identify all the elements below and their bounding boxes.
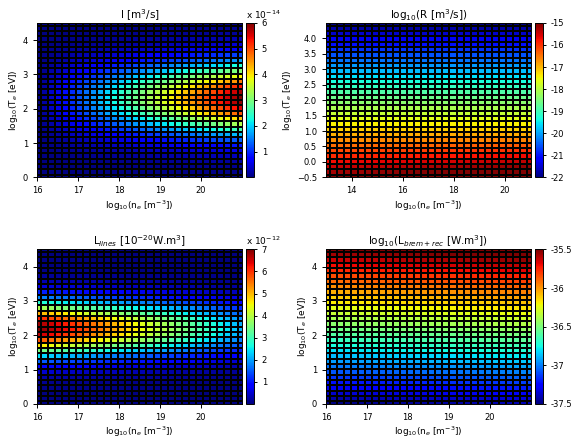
X-axis label: log$_{10}$(n$_e$ [m$^{-3}$]): log$_{10}$(n$_e$ [m$^{-3}$]) (105, 425, 173, 439)
Y-axis label: log$_{10}$(T$_e$ [eV]): log$_{10}$(T$_e$ [eV]) (296, 296, 309, 357)
Y-axis label: log$_{10}$(T$_e$ [eV]): log$_{10}$(T$_e$ [eV]) (281, 69, 294, 131)
Y-axis label: log$_{10}$(T$_e$ [eV]): log$_{10}$(T$_e$ [eV]) (7, 296, 20, 357)
X-axis label: log$_{10}$(n$_e$ [m$^{-3}$]): log$_{10}$(n$_e$ [m$^{-3}$]) (394, 425, 463, 439)
X-axis label: log$_{10}$(n$_e$ [m$^{-3}$]): log$_{10}$(n$_e$ [m$^{-3}$]) (105, 198, 173, 213)
Title: log$_{10}$(L$_{brem+rec}$ [W.m$^3$]): log$_{10}$(L$_{brem+rec}$ [W.m$^3$]) (368, 233, 488, 249)
Title: log$_{10}$(R [m$^3$/s]): log$_{10}$(R [m$^3$/s]) (390, 7, 467, 23)
Y-axis label: log$_{10}$(T$_e$ [eV]): log$_{10}$(T$_e$ [eV]) (7, 69, 20, 131)
Text: x 10$^{-12}$: x 10$^{-12}$ (246, 235, 281, 247)
Text: x 10$^{-14}$: x 10$^{-14}$ (246, 8, 281, 21)
Title: I [m$^3$/s]: I [m$^3$/s] (119, 7, 159, 23)
X-axis label: log$_{10}$(n$_e$ [m$^{-3}$]): log$_{10}$(n$_e$ [m$^{-3}$]) (394, 198, 463, 213)
Title: L$_{lines}$ [10$^{-20}$W.m$^3$]: L$_{lines}$ [10$^{-20}$W.m$^3$] (93, 234, 186, 249)
